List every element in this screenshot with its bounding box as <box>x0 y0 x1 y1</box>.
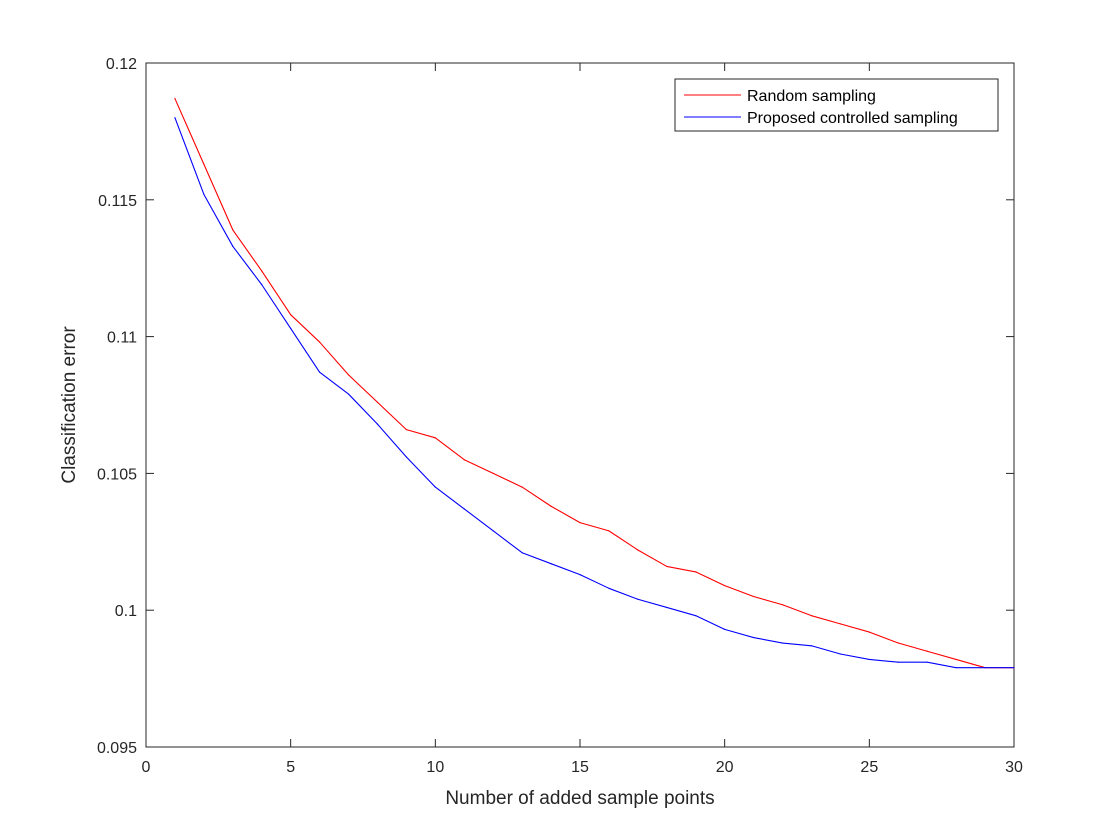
data-point-series-2 <box>376 423 379 425</box>
data-point-series-1 <box>347 374 350 376</box>
y-tick-label: 0.115 <box>98 193 137 210</box>
data-point-series-2 <box>203 193 205 195</box>
data-point-series-1 <box>521 486 523 488</box>
data-point-series-2 <box>897 661 899 663</box>
data-point-series-2 <box>579 574 581 576</box>
data-point-series-1 <box>492 472 494 474</box>
x-tick-label: 10 <box>426 759 444 776</box>
data-point-series-1 <box>608 530 610 532</box>
data-point-series-2 <box>608 587 610 589</box>
series-line-1 <box>174 98 1014 669</box>
data-point-series-1 <box>926 650 928 652</box>
data-point-series-1 <box>724 584 726 587</box>
data-point-series-1 <box>463 459 465 461</box>
x-tick-label: 0 <box>142 759 151 776</box>
data-point-series-1 <box>434 437 436 439</box>
data-point-series-1 <box>376 401 379 403</box>
data-point-series-1 <box>868 631 870 633</box>
data-point-series-1 <box>695 571 697 573</box>
data-point-series-2 <box>753 636 755 639</box>
data-point-series-1 <box>781 604 784 606</box>
plot-frame <box>145 62 1015 748</box>
y-axis-title: Classification error <box>59 326 80 484</box>
x-tick-label: 25 <box>860 759 878 776</box>
series-line-2 <box>174 117 1014 669</box>
data-point-series-1 <box>261 270 263 272</box>
plot-area <box>145 62 1015 748</box>
data-point-series-1 <box>753 595 755 598</box>
x-tick-label: 30 <box>1005 759 1023 776</box>
y-tick-label: 0.12 <box>106 56 137 73</box>
data-point-series-1 <box>232 229 234 231</box>
data-point-series-2 <box>347 393 350 395</box>
data-point-series-2 <box>695 615 697 617</box>
data-point-series-1 <box>897 642 899 644</box>
data-point-series-2 <box>724 628 726 630</box>
data-point-series-1 <box>579 522 581 524</box>
data-point-series-2 <box>984 667 986 669</box>
data-point-series-2 <box>839 653 842 655</box>
data-point-series-2 <box>781 642 784 644</box>
data-point-series-1 <box>405 429 407 431</box>
x-tick-label: 15 <box>571 759 589 776</box>
legend-box <box>674 78 999 132</box>
data-point-series-2 <box>492 530 494 532</box>
data-point-series-2 <box>955 667 957 669</box>
data-point-series-1 <box>550 505 552 507</box>
data-point-series-2 <box>521 552 523 554</box>
x-axis-title: Number of added sample points <box>445 788 714 809</box>
y-tick-label: 0.105 <box>97 466 137 483</box>
data-point-series-2 <box>926 661 928 663</box>
legend-label: Random sampling <box>747 88 876 105</box>
data-point-series-2 <box>319 371 321 373</box>
x-tick-label: 5 <box>286 759 295 776</box>
y-tick-label: 0.095 <box>97 740 137 757</box>
series-layer <box>174 97 1015 669</box>
data-point-series-2 <box>261 284 263 286</box>
data-point-series-1 <box>174 97 176 100</box>
y-tick-label: 0.11 <box>107 330 137 347</box>
data-point-series-1 <box>203 163 205 165</box>
data-point-series-2 <box>232 245 234 247</box>
data-point-series-2 <box>868 658 870 661</box>
data-point-series-1 <box>810 615 813 617</box>
data-point-series-2 <box>666 606 668 609</box>
data-point-series-1 <box>290 314 292 316</box>
data-point-series-2 <box>405 456 407 458</box>
data-point-series-1 <box>637 549 639 551</box>
legend: Random sampling Proposed controlled sampl… <box>674 78 999 132</box>
y-tick-label: 0.1 <box>115 603 137 620</box>
data-point-series-1 <box>666 565 668 568</box>
data-point-series-2 <box>434 486 436 488</box>
data-point-series-1 <box>319 341 321 343</box>
data-point-series-2 <box>463 508 465 510</box>
data-point-series-2 <box>810 645 813 647</box>
data-point-series-2 <box>637 598 639 600</box>
data-point-series-1 <box>955 658 957 661</box>
data-point-series-2 <box>550 563 552 565</box>
data-point-series-2 <box>174 117 176 119</box>
data-point-series-1 <box>839 623 842 625</box>
axes: 0 5 10 15 20 25 30 0.095 0.1 0.105 0.11 0.115 0.12 <box>97 56 1023 776</box>
data-point-series-2 <box>290 327 292 329</box>
x-tick-label: 20 <box>716 759 734 776</box>
legend-label: Proposed controlled sampling <box>747 110 958 127</box>
data-point-series-2 <box>1013 667 1015 669</box>
